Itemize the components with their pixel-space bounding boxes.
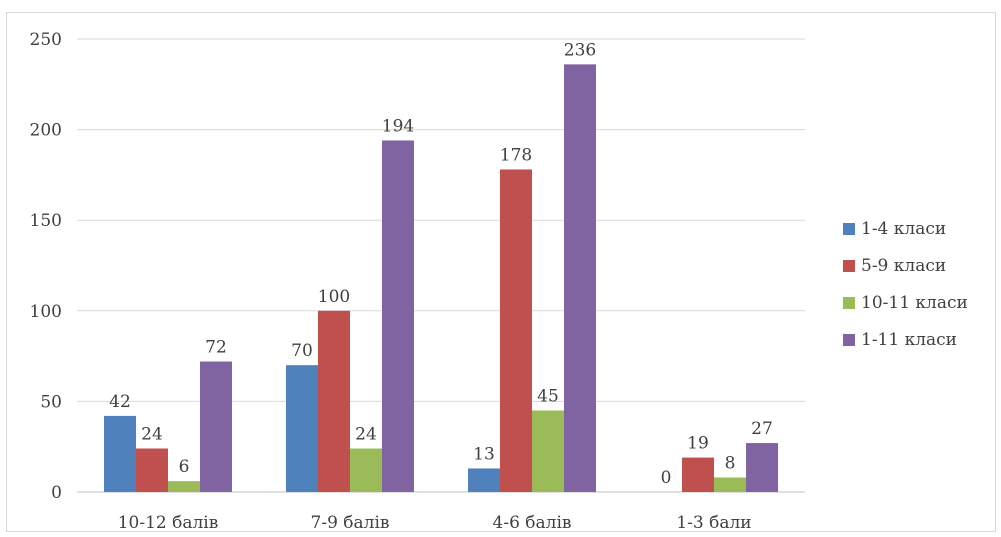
bar xyxy=(746,443,778,492)
data-label: 72 xyxy=(205,338,227,358)
y-axis-ticks: 0 50 100 150 200 250 xyxy=(30,30,62,503)
legend-swatch xyxy=(843,333,855,346)
bar xyxy=(136,448,168,492)
data-label: 70 xyxy=(291,341,313,361)
bar xyxy=(382,140,414,493)
y-tick-label: 250 xyxy=(30,30,62,50)
legend-label: 1-4 класи xyxy=(861,218,947,239)
data-label: 42 xyxy=(109,392,131,412)
y-tick-label: 150 xyxy=(30,211,62,231)
legend-label: 1-11 класи xyxy=(861,329,958,350)
legend-item: 1-4 класи xyxy=(843,210,968,247)
bar xyxy=(682,457,714,492)
x-axis-ticks: 10-12 балів 7-9 балів 4-6 балів 1-3 бали xyxy=(118,513,752,533)
legend-swatch xyxy=(843,259,855,272)
x-tick-label: 1-3 бали xyxy=(676,513,751,533)
legend-item: 10-11 класи xyxy=(843,284,968,321)
data-label: 8 xyxy=(725,454,736,474)
bar xyxy=(168,481,200,492)
data-label: 13 xyxy=(473,444,495,464)
legend-item: 1-11 класи xyxy=(843,321,968,358)
bar xyxy=(468,468,500,492)
data-label: 6 xyxy=(179,457,190,477)
data-label: 0 xyxy=(661,468,672,488)
bar xyxy=(286,365,318,492)
legend-item: 5-9 класи xyxy=(843,247,968,284)
bar xyxy=(714,477,746,492)
legend-label: 10-11 класи xyxy=(861,292,968,313)
x-tick-label: 10-12 балів xyxy=(118,513,219,533)
data-label: 45 xyxy=(537,386,559,406)
data-label: 24 xyxy=(355,425,377,445)
bar xyxy=(564,64,596,493)
y-tick-label: 200 xyxy=(30,121,62,141)
x-tick-label: 4-6 балів xyxy=(493,513,572,533)
legend: 1-4 класи 5-9 класи 10-11 класи 1-11 класи xyxy=(843,210,968,358)
bar xyxy=(500,169,532,493)
x-tick-label: 7-9 балів xyxy=(311,513,390,533)
data-labels: 42 24 6 72 70 100 24 194 13 178 45 236 0 19 8 27 xyxy=(109,40,773,488)
bar xyxy=(200,361,232,492)
data-label: 24 xyxy=(141,425,163,445)
bar xyxy=(104,415,136,492)
data-label: 100 xyxy=(318,287,350,307)
data-label: 178 xyxy=(500,145,532,165)
data-label: 236 xyxy=(564,40,596,60)
legend-swatch xyxy=(843,222,855,235)
gridlines xyxy=(77,38,805,493)
data-label: 194 xyxy=(382,116,414,136)
legend-label: 5-9 класи xyxy=(861,255,947,276)
y-tick-label: 50 xyxy=(40,392,62,412)
bar xyxy=(318,310,350,492)
data-label: 19 xyxy=(687,434,709,454)
chart-frame xyxy=(6,12,996,532)
y-tick-label: 100 xyxy=(30,302,62,322)
bars xyxy=(104,64,778,493)
legend-swatch xyxy=(843,296,855,309)
data-label: 27 xyxy=(751,419,773,439)
y-tick-label: 0 xyxy=(51,483,62,503)
bar xyxy=(350,448,382,492)
bar xyxy=(532,410,564,492)
